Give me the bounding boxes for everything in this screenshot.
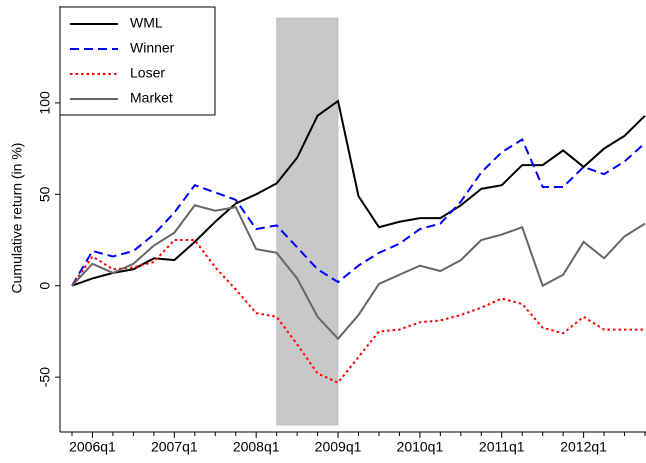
y-tick-label: 0 [37,282,53,290]
legend: WML Winner Loser Market [59,6,216,116]
x-tick-label: 2010q1 [397,439,444,455]
legend-label: WML [130,15,163,31]
series-line [71,138,646,287]
legend-label: Loser [130,65,165,81]
x-tick-label: 2009q1 [315,439,362,455]
x-tick-label: 2008q1 [233,439,280,455]
series-line [71,204,646,341]
y-tick-label: 50 [37,186,53,202]
legend-label: Winner [130,40,175,56]
legend-box [59,6,216,116]
legend-label: Market [130,90,173,106]
x-tick-label: 2011q1 [479,439,525,455]
x-tick-label: 2007q1 [151,439,198,455]
x-tick-label: 2006q1 [69,439,116,455]
series-line [71,239,645,384]
series-line [71,99,646,287]
y-axis-label: Cumulative return (in %) [9,143,25,294]
y-tick-label: 100 [37,91,53,115]
y-tick-label: -50 [37,367,53,387]
x-tick-label: 2012q1 [560,439,607,455]
shaded-period [276,17,339,426]
